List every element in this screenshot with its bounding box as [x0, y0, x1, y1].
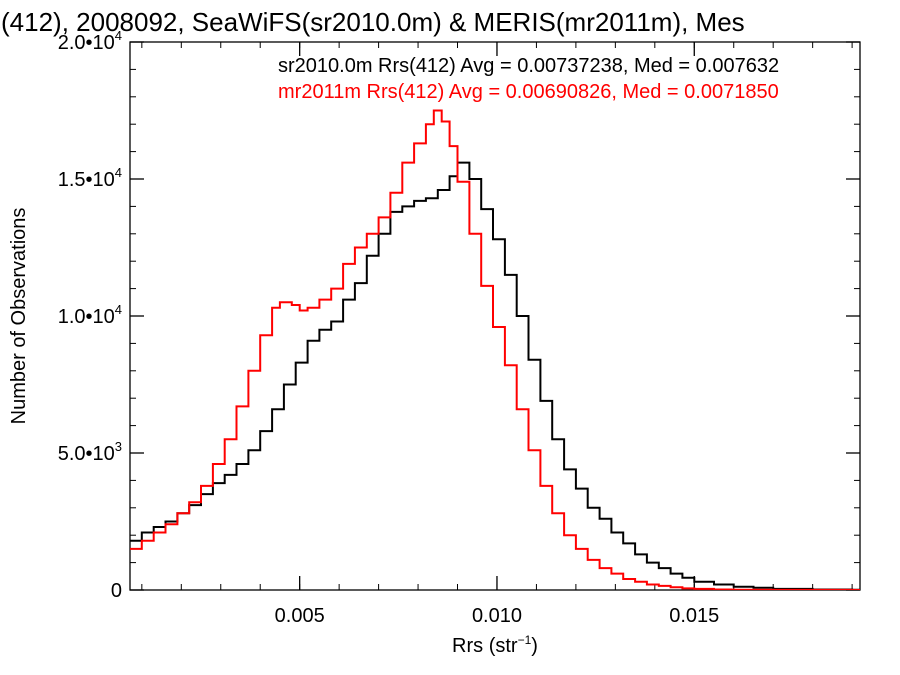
y-tick-label: 5.0•103: [58, 439, 122, 465]
plot-frame: [129, 41, 861, 591]
x-tick-label: 0.015: [669, 605, 719, 627]
x-tick-label: 0.005: [275, 605, 325, 627]
major-ticks: [130, 41, 860, 591]
y-tick-label: 1.5•104: [58, 165, 122, 191]
y-tick-labels: 0 5.0•103 1.0•104 1.5•104 2.0•104: [58, 28, 122, 602]
legend-entry-sr2010: sr2010.0m Rrs(412) Avg = 0.00737238, Med…: [278, 55, 779, 77]
x-axis-label-close: ): [531, 635, 538, 657]
x-axis-label: Rrs (str−1): [452, 633, 538, 657]
series-group: [130, 109, 860, 590]
y-axis-label: Number of Observations: [8, 208, 30, 425]
x-tick-labels: 0.005 0.010 0.015: [275, 605, 720, 627]
y-tick-label: 0: [111, 580, 122, 602]
minor-ticks: [130, 41, 860, 591]
y-tick-label: 2.0•104: [58, 28, 122, 54]
chart-title: s(412), 2008092, SeaWiFS(sr2010.0m) & ME…: [0, 7, 745, 37]
series-mr2011-line: [130, 109, 860, 590]
series-sr2010-line: [130, 161, 860, 590]
x-tick-label: 0.010: [472, 605, 522, 627]
legend-entry-mr2011: mr2011m Rrs(412) Avg = 0.00690826, Med =…: [278, 81, 779, 103]
x-axis-label-exponent: −1: [518, 633, 532, 647]
y-tick-label: 1.0•104: [58, 302, 122, 328]
